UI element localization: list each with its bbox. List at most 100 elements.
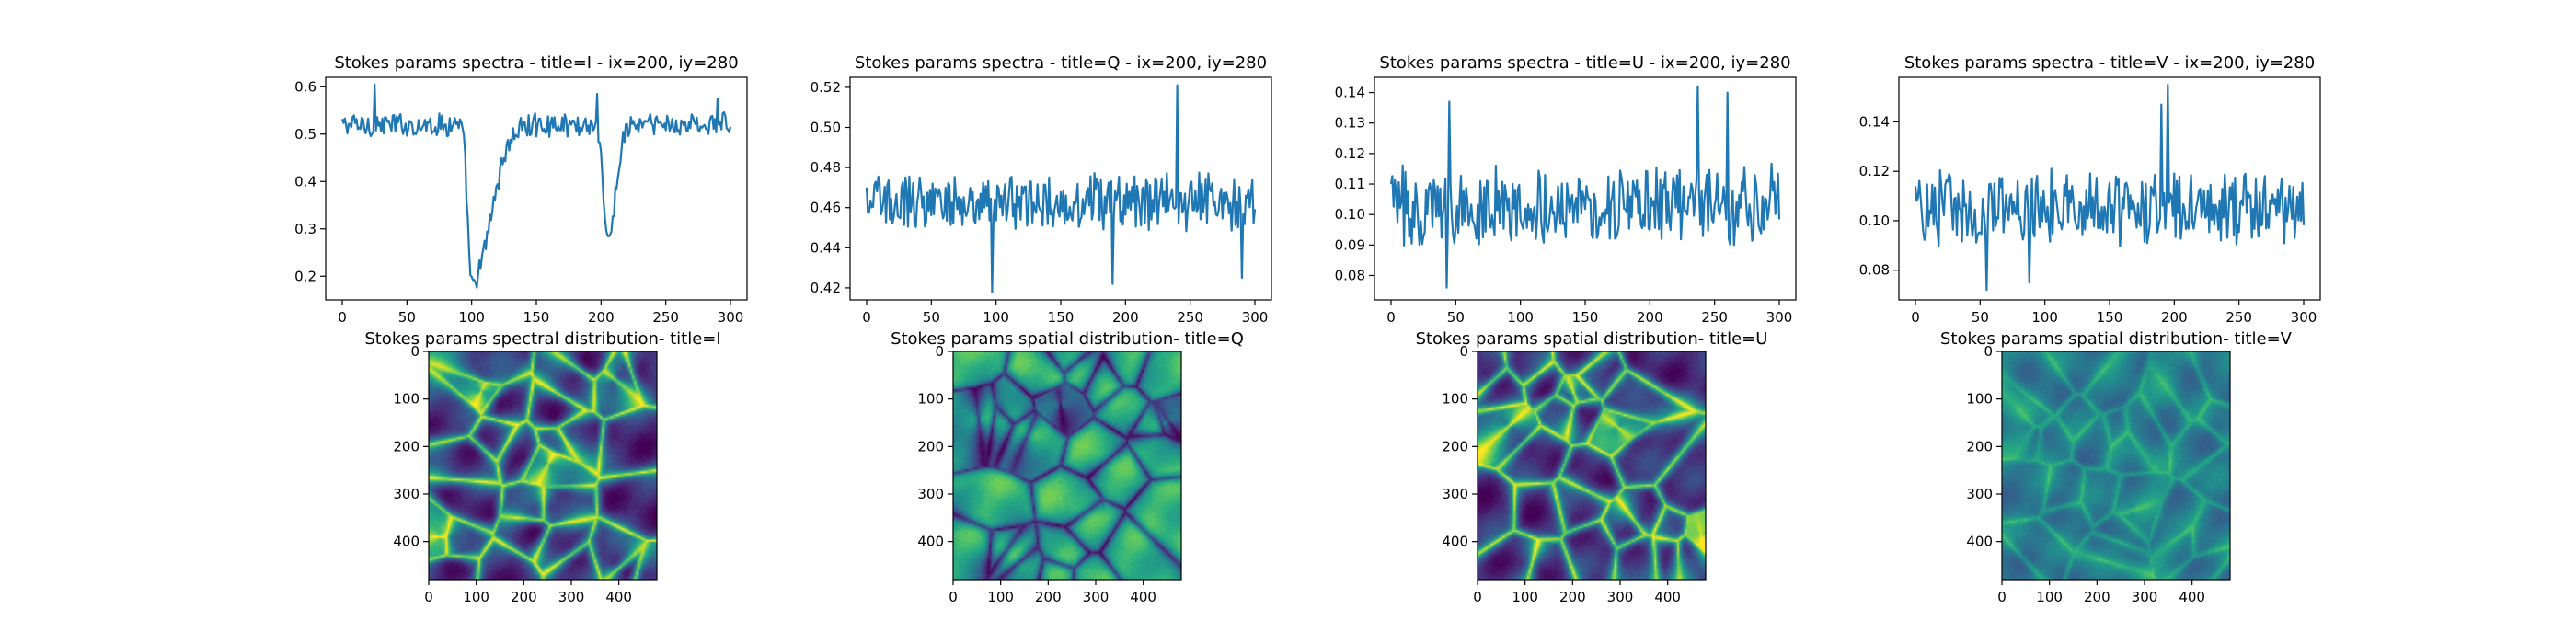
- y-tick-label: 0.4: [294, 173, 316, 190]
- spectrum-chart-3: Stokes params spectra - title=V - ix=200…: [1859, 53, 2321, 326]
- y-tick-label: 0.13: [1335, 115, 1365, 132]
- x-tick-label: 300: [558, 589, 585, 605]
- x-tick-label: 100: [983, 309, 1009, 326]
- x-tick-label: 300: [1766, 309, 1793, 326]
- x-tick-label: 0: [862, 309, 871, 326]
- y-tick-label: 0: [410, 343, 420, 360]
- spectrum-line-3: [1914, 84, 2306, 292]
- x-tick-label: 400: [2179, 589, 2205, 605]
- x-tick-label: 0: [338, 309, 347, 326]
- x-tick-label: 100: [1512, 589, 1538, 605]
- spatial-map-0: Stokes params spectral distribution- tit…: [364, 329, 720, 605]
- x-tick-label: 50: [1447, 309, 1465, 326]
- y-tick-label: 0.14: [1335, 85, 1365, 101]
- y-tick-label: 0.08: [1335, 267, 1365, 283]
- heatmap-title-3: Stokes params spatial distribution- titl…: [1940, 329, 2293, 349]
- x-tick-label: 250: [652, 309, 679, 326]
- x-tick-label: 300: [1242, 309, 1269, 326]
- x-tick-label: 150: [1572, 309, 1599, 326]
- y-tick-label: 0.08: [1859, 262, 1890, 279]
- spectrum-title-1: Stokes params spectra - title=Q - ix=200…: [855, 53, 1267, 73]
- y-tick-label: 200: [393, 438, 420, 454]
- spectrum-line-2: [1389, 85, 1781, 289]
- y-tick-label: 200: [1442, 438, 1468, 454]
- x-tick-label: 300: [2132, 589, 2158, 605]
- spectrum-title-0: Stokes params spectra - title=I - ix=200…: [334, 53, 738, 73]
- heatmap-title-1: Stokes params spatial distribution- titl…: [891, 329, 1244, 349]
- spectrum-chart-0: Stokes params spectra - title=I - ix=200…: [294, 53, 748, 326]
- spectrum-chart-2: Stokes params spectra - title=U - ix=200…: [1335, 53, 1797, 326]
- x-tick-label: 0: [1473, 589, 1482, 605]
- y-tick-label: 0.14: [1859, 113, 1890, 130]
- x-tick-label: 100: [463, 589, 489, 605]
- x-tick-label: 100: [2036, 589, 2063, 605]
- x-tick-label: 400: [605, 589, 632, 605]
- y-tick-label: 300: [393, 486, 420, 502]
- y-tick-label: 100: [393, 391, 420, 408]
- heatmap-frame-2: [1477, 351, 1707, 581]
- x-tick-label: 200: [2084, 589, 2110, 605]
- x-tick-label: 250: [1701, 309, 1728, 326]
- y-tick-label: 300: [1966, 486, 1993, 502]
- x-tick-label: 50: [1972, 309, 1989, 326]
- y-tick-label: 0.52: [811, 79, 841, 96]
- spatial-map-3: Stokes params spatial distribution- titl…: [1940, 329, 2293, 605]
- y-tick-label: 0.3: [294, 221, 316, 237]
- heatmap-image-3: [2002, 351, 2230, 580]
- y-tick-label: 300: [917, 486, 944, 502]
- y-tick-label: 0: [1459, 343, 1468, 360]
- y-tick-label: 400: [1966, 534, 1993, 550]
- x-tick-label: 400: [1654, 589, 1681, 605]
- y-tick-label: 0.2: [294, 268, 316, 284]
- y-tick-label: 400: [1442, 534, 1468, 550]
- y-tick-label: 0.42: [811, 280, 841, 296]
- x-tick-label: 300: [1083, 589, 1110, 605]
- y-tick-label: 400: [393, 534, 420, 550]
- x-tick-label: 100: [458, 309, 485, 326]
- x-tick-label: 400: [1130, 589, 1156, 605]
- x-tick-label: 50: [923, 309, 940, 326]
- x-tick-label: 100: [1507, 309, 1534, 326]
- x-tick-label: 150: [2097, 309, 2123, 326]
- x-tick-label: 200: [2161, 309, 2188, 326]
- x-tick-label: 150: [523, 309, 550, 326]
- y-tick-label: 0.44: [811, 239, 841, 256]
- x-tick-label: 100: [2031, 309, 2058, 326]
- spectrum-chart-1: Stokes params spectra - title=Q - ix=200…: [811, 53, 1272, 326]
- spatial-map-1: Stokes params spatial distribution- titl…: [891, 329, 1244, 605]
- y-tick-label: 0.50: [811, 120, 841, 136]
- x-tick-label: 250: [2225, 309, 2252, 326]
- spectrum-frame-0: [325, 76, 748, 301]
- heatmap-frame-3: [2001, 351, 2231, 581]
- y-tick-label: 400: [917, 534, 944, 550]
- y-tick-label: 0.09: [1335, 236, 1365, 253]
- y-tick-label: 0.5: [294, 126, 316, 143]
- x-tick-label: 0: [1911, 309, 1920, 326]
- y-tick-label: 200: [1966, 438, 1993, 454]
- x-tick-label: 200: [511, 589, 537, 605]
- y-tick-label: 0.11: [1335, 176, 1365, 192]
- x-tick-label: 300: [1607, 589, 1634, 605]
- heatmap-frame-0: [428, 351, 658, 581]
- heatmap-frame-1: [952, 351, 1182, 581]
- y-tick-label: 200: [917, 438, 944, 454]
- spatial-map-2: Stokes params spatial distribution- titl…: [1416, 329, 1768, 605]
- heatmap-title-0: Stokes params spectral distribution- tit…: [364, 329, 720, 349]
- spectrum-line-1: [865, 84, 1257, 293]
- y-tick-label: 100: [917, 391, 944, 408]
- x-tick-label: 0: [1997, 589, 2007, 605]
- x-tick-label: 300: [718, 309, 744, 326]
- y-tick-label: 0.12: [1335, 145, 1365, 162]
- x-tick-label: 50: [398, 309, 416, 326]
- y-tick-label: 0: [935, 343, 944, 360]
- x-tick-label: 250: [1177, 309, 1203, 326]
- spectrum-title-3: Stokes params spectra - title=V - ix=200…: [1904, 53, 2315, 73]
- x-tick-label: 200: [1559, 589, 1586, 605]
- y-tick-label: 100: [1966, 391, 1993, 408]
- y-tick-label: 0: [1984, 343, 1993, 360]
- x-tick-label: 100: [987, 589, 1014, 605]
- heatmap-image-1: [953, 351, 1181, 580]
- y-tick-label: 0.10: [1859, 213, 1890, 229]
- x-tick-label: 300: [2291, 309, 2317, 326]
